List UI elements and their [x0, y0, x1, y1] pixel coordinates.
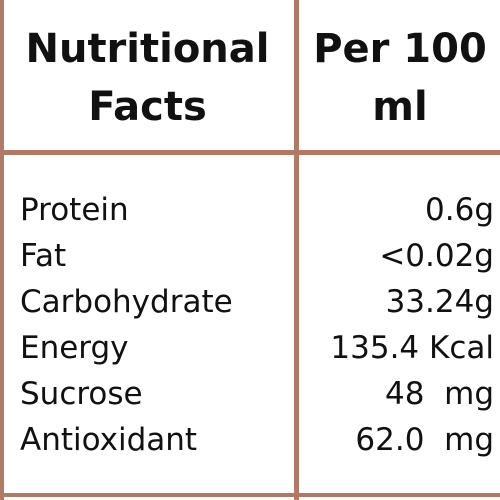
- border: [0, 493, 500, 497]
- label-cell: Fat: [20, 238, 67, 274]
- value-cell: 48 mg: [384, 376, 494, 412]
- value-cell: 135.4 Kcal: [330, 330, 494, 366]
- label-cell: Protein: [20, 192, 129, 228]
- label-cell: Energy: [20, 330, 129, 366]
- border: [0, 0, 4, 500]
- value-cell: 0.6g: [425, 192, 494, 228]
- value-cell: 33.24g: [385, 284, 494, 320]
- border: [0, 150, 500, 155]
- value-cell: 62.0 mg: [355, 422, 494, 458]
- label-cell: Antioxidant: [20, 422, 198, 458]
- label-cell: Sucrose: [20, 376, 143, 412]
- border: [294, 0, 299, 500]
- header-cell: Nutritional Facts: [25, 26, 270, 130]
- label-cell: Carbohydrate: [20, 284, 233, 320]
- value-cell: <0.02g: [379, 238, 494, 274]
- header-cell: Per 100 ml: [313, 26, 487, 130]
